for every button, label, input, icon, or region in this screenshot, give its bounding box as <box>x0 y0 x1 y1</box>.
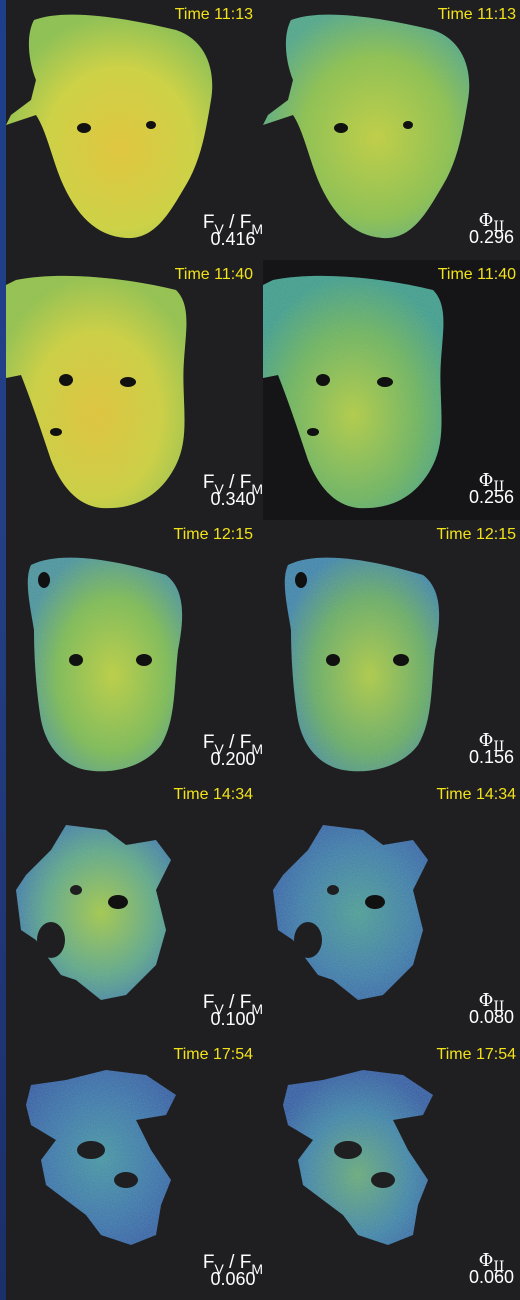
fv-fm-panel: Time 11:40 FV / FM 0.340 <box>6 260 263 520</box>
time-label: Time 14:34 <box>436 786 516 803</box>
phi-ii-fluorescence-image <box>263 275 444 509</box>
time-row: Time 11:13 FV / FM 0.416 Time 11:13 ΦII … <box>6 0 520 260</box>
phi-ii-label: ΦII 0.060 <box>468 1250 514 1287</box>
phi-ii-fluorescence-image <box>283 1070 433 1245</box>
fv-fm-symbol: FV / FM <box>202 472 263 497</box>
fv-fm-fluorescence-image <box>6 275 187 509</box>
time-row: Time 12:15 FV / FM 0.200 Time 12:15 ΦII … <box>6 520 520 780</box>
fv-fm-symbol: FV / FM <box>202 732 263 757</box>
time-label: Time 11:13 <box>174 6 253 23</box>
fv-fm-fluorescence-image <box>27 557 183 772</box>
fv-fm-value: 0.100 <box>210 1009 256 1029</box>
phi-ii-symbol: ΦII <box>478 1250 505 1275</box>
fv-fm-label: FV / FM 0.416 <box>203 213 263 248</box>
phi-ii-value: 0.256 <box>468 487 514 507</box>
time-label: Time 17:54 <box>173 1046 253 1063</box>
phi-ii-fluorescence-image <box>273 825 428 1000</box>
time-row: Time 14:34 FV / FM 0.100 Time 14:34 ΦII … <box>6 780 520 1040</box>
time-row: Time 17:54 FV / FM 0.060 Time 17:54 ΦII … <box>6 1040 520 1300</box>
time-label: Time 14:34 <box>173 786 253 803</box>
phi-ii-panel: Time 17:54 ΦII 0.060 <box>263 1040 520 1300</box>
phi-ii-panel: Time 12:15 ΦII 0.156 <box>263 520 520 780</box>
phi-ii-symbol: ΦII <box>478 730 505 755</box>
fv-fm-fluorescence-image <box>26 1070 176 1245</box>
phi-ii-symbol: ΦII <box>478 210 505 235</box>
fv-fm-label: FV / FM 0.060 <box>203 1253 263 1288</box>
fv-fm-panel: Time 17:54 FV / FM 0.060 <box>6 1040 263 1300</box>
fv-fm-panel: Time 12:15 FV / FM 0.200 <box>6 520 263 780</box>
phi-ii-value: 0.060 <box>468 1267 514 1287</box>
phi-ii-panel: Time 11:40 ΦII 0.256 <box>263 260 520 520</box>
fv-fm-value: 0.200 <box>210 749 256 769</box>
phi-ii-value: 0.080 <box>468 1007 514 1027</box>
fv-fm-label: FV / FM 0.200 <box>203 733 263 768</box>
phi-ii-label: ΦII 0.256 <box>468 470 514 507</box>
time-label: Time 17:54 <box>436 1046 516 1063</box>
phi-ii-value: 0.156 <box>468 747 514 767</box>
phi-ii-label: ΦII 0.156 <box>468 730 514 767</box>
phi-ii-panel: Time 14:34 ΦII 0.080 <box>263 780 520 1040</box>
time-label: Time 11:13 <box>437 6 516 23</box>
time-label: Time 11:40 <box>437 266 516 283</box>
phi-ii-label: ΦII 0.080 <box>468 990 514 1027</box>
fv-fm-fluorescence-image <box>16 825 171 1000</box>
time-label: Time 12:15 <box>436 526 516 543</box>
fv-fm-fluorescence-image <box>6 14 213 239</box>
fv-fm-value: 0.340 <box>210 489 256 509</box>
time-label: Time 11:40 <box>174 266 253 283</box>
phi-ii-fluorescence-image <box>284 557 440 772</box>
fv-fm-value: 0.416 <box>210 229 256 249</box>
phi-ii-label: ΦII 0.296 <box>468 210 514 247</box>
fv-fm-panel: Time 11:13 FV / FM 0.416 <box>6 0 263 260</box>
phi-ii-panel: Time 11:13 ΦII 0.296 <box>263 0 520 260</box>
time-label: Time 12:15 <box>173 526 253 543</box>
fv-fm-label: FV / FM 0.340 <box>203 473 263 508</box>
fv-fm-value: 0.060 <box>210 1269 256 1289</box>
slide-edge-strip <box>0 0 6 1300</box>
phi-ii-symbol: ΦII <box>478 470 505 495</box>
time-row: Time 11:40 FV / FM 0.340 Time 11:40 ΦII … <box>6 260 520 520</box>
phi-ii-value: 0.296 <box>468 227 514 247</box>
fv-fm-symbol: FV / FM <box>202 1252 263 1277</box>
fv-fm-symbol: FV / FM <box>202 992 263 1017</box>
fv-fm-panel: Time 14:34 FV / FM 0.100 <box>6 780 263 1040</box>
phi-ii-symbol: ΦII <box>478 990 505 1015</box>
fv-fm-label: FV / FM 0.100 <box>203 993 263 1028</box>
phi-ii-fluorescence-image <box>263 14 470 239</box>
fv-fm-symbol: FV / FM <box>202 212 263 237</box>
